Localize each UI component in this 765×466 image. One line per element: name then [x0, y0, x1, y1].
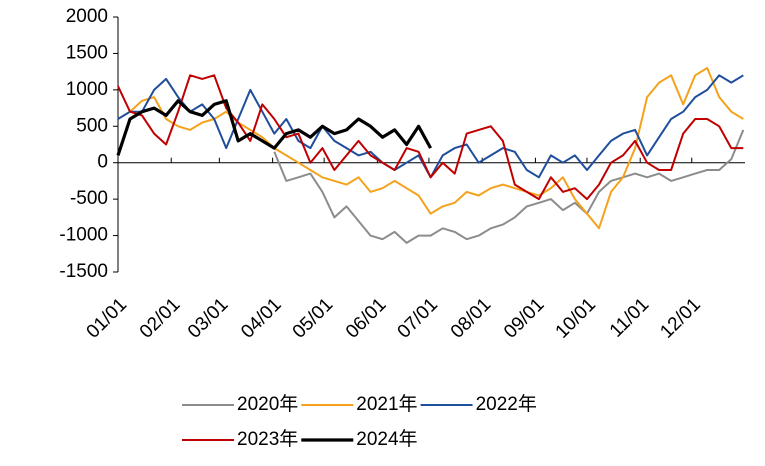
x-tick-label: 01/01 [83, 294, 131, 342]
x-tick-label: 09/01 [500, 294, 548, 342]
x-tick-label: 06/01 [342, 294, 390, 342]
y-tick-label: 1500 [66, 42, 108, 63]
series-line [117, 74, 744, 179]
y-tick-label: -500 [70, 188, 108, 209]
legend-label: 2024年 [356, 428, 417, 450]
x-tick-label: 10/01 [552, 294, 600, 342]
legend-label: 2020年 [237, 393, 298, 415]
x-tick-label: 07/01 [394, 294, 442, 342]
x-tick-label: 04/01 [237, 294, 285, 342]
x-tick-label: 08/01 [447, 294, 495, 342]
y-tick-label: 0 [97, 152, 108, 173]
legend-label: 2022年 [476, 393, 537, 415]
series-line [273, 129, 745, 244]
legend-label: 2021年 [356, 393, 417, 415]
y-tick-label: 1000 [66, 79, 108, 100]
series-line [116, 99, 433, 156]
y-tick-label: 2000 [66, 6, 108, 27]
x-tick-label: 05/01 [289, 294, 337, 342]
y-tick-label: 500 [76, 115, 108, 136]
x-tick-label: 02/01 [136, 294, 184, 342]
legend-label: 2023年 [237, 428, 298, 450]
x-tick-label: 12/01 [656, 294, 704, 342]
y-tick-label: -1000 [59, 225, 108, 246]
x-tick-label: 11/01 [606, 294, 653, 341]
y-tick-label: -1500 [59, 261, 108, 282]
x-tick-label: 03/01 [184, 294, 232, 342]
series-line [117, 74, 744, 201]
